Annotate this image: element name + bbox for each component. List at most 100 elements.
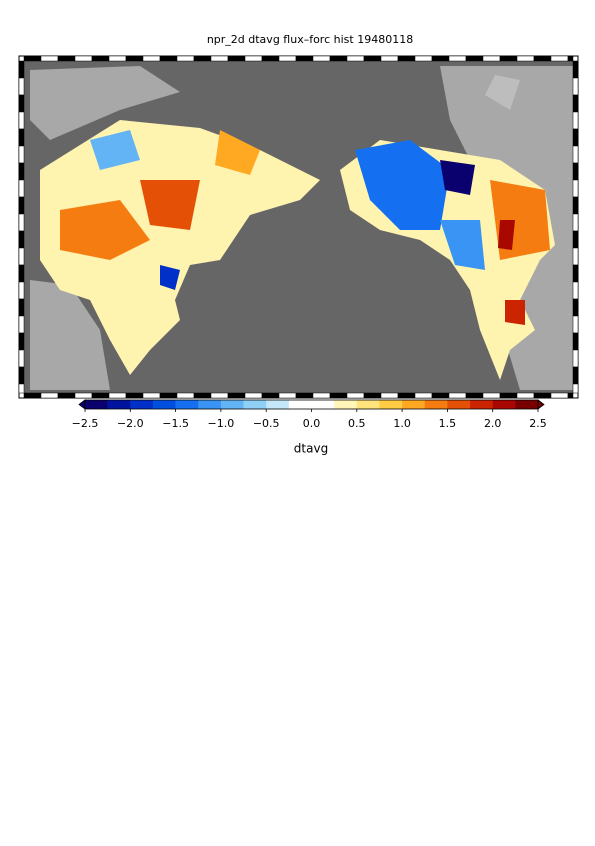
colorbar-tick-label: −1.0 bbox=[208, 417, 235, 430]
colorbar-segment bbox=[152, 400, 176, 409]
frame-tick bbox=[397, 392, 416, 399]
frame-tick bbox=[227, 392, 246, 399]
frame-tick bbox=[91, 392, 110, 399]
frame-tick bbox=[572, 162, 579, 181]
frame-tick bbox=[18, 162, 25, 181]
colorbar-segment bbox=[288, 400, 312, 409]
frame-tick bbox=[18, 196, 25, 215]
frame-tick bbox=[572, 60, 579, 79]
land bbox=[30, 280, 110, 390]
frame-tick bbox=[567, 55, 574, 62]
frame-tick bbox=[18, 128, 25, 147]
frame-tick bbox=[572, 298, 579, 317]
colorbar-tick-label: 2.5 bbox=[529, 417, 547, 430]
frame-tick bbox=[18, 366, 25, 385]
frame-tick bbox=[261, 55, 280, 62]
frame-tick bbox=[18, 298, 25, 317]
colorbar-segment bbox=[85, 400, 108, 409]
frame-tick bbox=[244, 392, 263, 399]
colorbar-segment bbox=[470, 400, 493, 409]
frame-tick bbox=[18, 77, 25, 96]
frame-tick bbox=[18, 383, 25, 394]
colorbar-segment bbox=[311, 400, 335, 409]
frame-tick bbox=[465, 392, 484, 399]
colorbar-tick-label: −1.5 bbox=[162, 417, 189, 430]
frame-tick bbox=[125, 392, 144, 399]
frame-tick bbox=[572, 264, 579, 283]
data-field bbox=[60, 200, 150, 260]
frame-tick bbox=[572, 111, 579, 130]
colorbar-segment bbox=[220, 400, 244, 409]
frame-tick bbox=[278, 392, 297, 399]
frame-tick bbox=[18, 315, 25, 334]
frame-tick bbox=[244, 55, 263, 62]
frame-tick bbox=[210, 55, 229, 62]
colorbar-segment bbox=[198, 400, 222, 409]
data-field bbox=[140, 180, 200, 230]
colorbar-tick-label: −2.0 bbox=[117, 417, 144, 430]
frame-tick bbox=[572, 179, 579, 198]
map-title: npr_2d dtavg flux–forc hist 19480118 bbox=[207, 33, 413, 46]
frame-tick bbox=[193, 392, 212, 399]
data-field bbox=[215, 130, 260, 175]
frame-tick bbox=[18, 264, 25, 283]
frame-tick bbox=[567, 392, 574, 399]
map-frame bbox=[18, 55, 579, 399]
frame-tick bbox=[57, 392, 76, 399]
colorbar-tick-label: 0.0 bbox=[303, 417, 321, 430]
frame-tick bbox=[533, 55, 552, 62]
frame-tick bbox=[346, 392, 365, 399]
data-field bbox=[355, 140, 450, 230]
frame-tick bbox=[74, 55, 93, 62]
colorbar-segment bbox=[402, 400, 426, 409]
frame-tick bbox=[18, 111, 25, 130]
frame-tick bbox=[550, 392, 569, 399]
data-field bbox=[505, 300, 525, 325]
data-field bbox=[160, 265, 180, 290]
colorbar-segment bbox=[130, 400, 154, 409]
frame-tick bbox=[159, 392, 178, 399]
colorbar-segment bbox=[334, 400, 358, 409]
data-field bbox=[440, 160, 475, 195]
frame-tick bbox=[227, 55, 246, 62]
frame-tick bbox=[572, 94, 579, 113]
frame-tick bbox=[516, 55, 535, 62]
colorbar-tick-label: −0.5 bbox=[253, 417, 280, 430]
frame-tick bbox=[414, 55, 433, 62]
colorbar-segment bbox=[107, 400, 131, 409]
frame-tick bbox=[125, 55, 144, 62]
frame-tick bbox=[159, 55, 178, 62]
frame-tick bbox=[572, 128, 579, 147]
frame-tick bbox=[533, 392, 552, 399]
colorbar-segment bbox=[266, 400, 290, 409]
data-field bbox=[440, 220, 485, 270]
frame-tick bbox=[550, 55, 569, 62]
frame-tick bbox=[18, 213, 25, 232]
island bbox=[485, 75, 520, 110]
frame-tick bbox=[57, 55, 76, 62]
colorbar-segment bbox=[492, 400, 516, 409]
frame-tick bbox=[448, 55, 467, 62]
frame-tick bbox=[380, 392, 399, 399]
frame-tick bbox=[18, 332, 25, 351]
frame-tick bbox=[414, 392, 433, 399]
frame-tick bbox=[91, 55, 110, 62]
frame-tick bbox=[329, 55, 348, 62]
frame-tick bbox=[23, 392, 42, 399]
colorbar-tick-label: −2.5 bbox=[72, 417, 99, 430]
colorbar-segment bbox=[447, 400, 471, 409]
frame-tick bbox=[448, 392, 467, 399]
colorbar-extend-low bbox=[78, 399, 86, 410]
data-field bbox=[90, 130, 140, 170]
frame-tick bbox=[516, 392, 535, 399]
frame-tick bbox=[193, 55, 212, 62]
frame-tick bbox=[210, 392, 229, 399]
frame-tick bbox=[482, 392, 501, 399]
frame-tick bbox=[40, 55, 59, 62]
frame-tick bbox=[482, 55, 501, 62]
colorbar-segment bbox=[379, 400, 403, 409]
colorbar-segment bbox=[175, 400, 199, 409]
frame-tick bbox=[261, 392, 280, 399]
frame-tick bbox=[312, 392, 331, 399]
